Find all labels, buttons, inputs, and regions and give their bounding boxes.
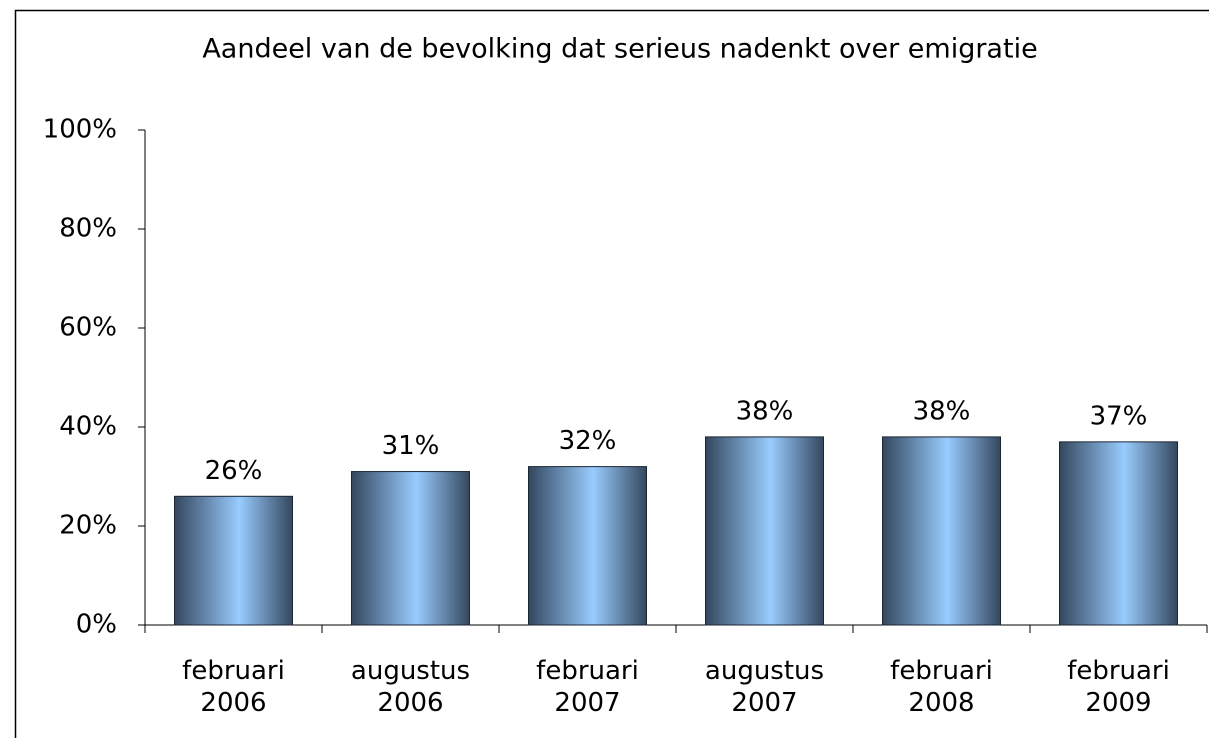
value-label: 38% [913, 396, 971, 426]
y-tick-label: 60% [59, 313, 117, 343]
value-label: 38% [736, 396, 794, 426]
value-label: 31% [382, 431, 440, 461]
chart-title: Aandeel van de bevolking dat serieus nad… [202, 34, 1037, 65]
value-label: 26% [205, 456, 263, 486]
bar [528, 466, 647, 626]
y-tick-label: 20% [59, 511, 117, 541]
bar [174, 495, 293, 626]
x-tick-label: februari 2006 [182, 656, 285, 718]
value-label: 37% [1090, 401, 1148, 431]
x-tick-label: augustus 2007 [704, 656, 825, 718]
bar [882, 436, 1001, 626]
y-tick-label: 80% [59, 214, 117, 244]
y-tick-label: 40% [59, 412, 117, 442]
x-tick-label: februari 2009 [1067, 656, 1170, 718]
x-tick-label: februari 2007 [536, 656, 639, 718]
bar [705, 436, 824, 626]
x-tick-label: augustus 2006 [350, 656, 471, 718]
x-tick-label: februari 2008 [890, 656, 993, 718]
y-tick-label: 100% [43, 115, 117, 145]
bar [1059, 441, 1178, 626]
bar [351, 471, 470, 626]
y-tick-label: 0% [76, 610, 117, 640]
value-label: 32% [559, 426, 617, 456]
